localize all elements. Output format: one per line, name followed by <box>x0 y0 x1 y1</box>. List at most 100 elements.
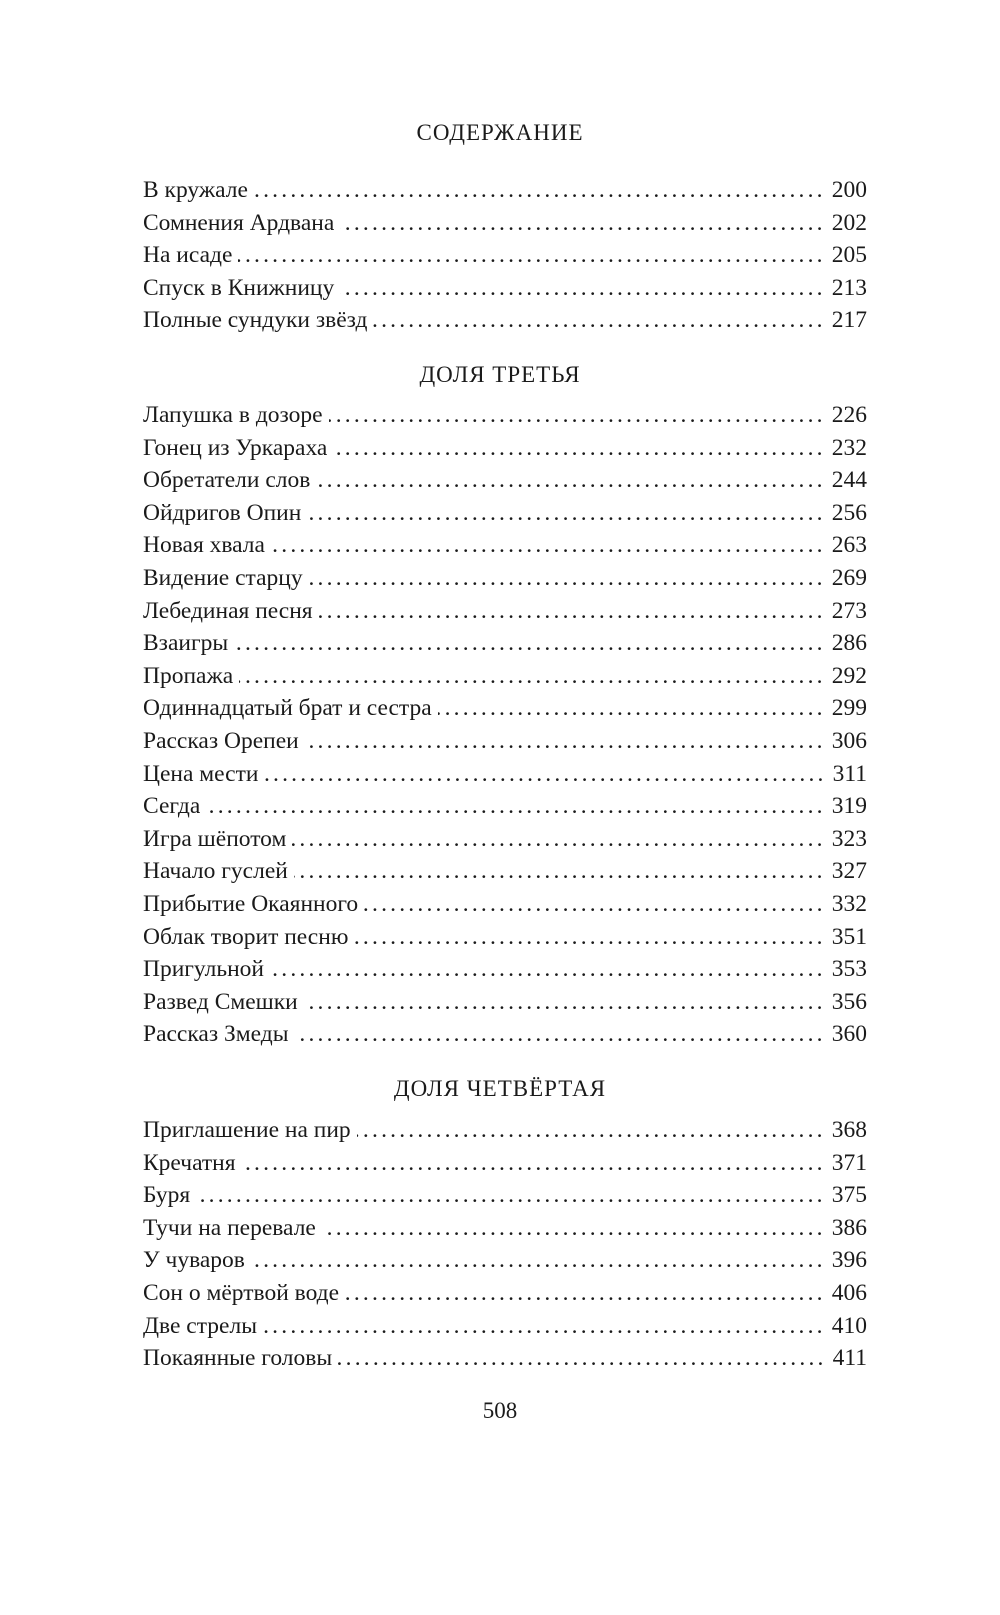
page-number: 508 <box>482 1398 518 1423</box>
entry-title: Две стрелы <box>143 1312 257 1339</box>
dot-leader: ........................................… <box>263 1312 826 1339</box>
dot-leader: ........................................… <box>254 177 826 203</box>
entry-title: Сон о мёртвой воде <box>143 1279 340 1306</box>
entry-title: Сомнения Ардвана <box>143 209 335 236</box>
entry-page: 273 <box>831 597 867 624</box>
toc-entry: Взаигры.................................… <box>143 627 867 660</box>
toc-entry: На исаде................................… <box>143 239 867 272</box>
toc-entry: Облак творит песню......................… <box>143 921 867 954</box>
toc-entry: Прибытие Окаянного......................… <box>143 888 867 921</box>
entry-page: 292 <box>831 662 867 689</box>
dot-leader: ........................................… <box>373 307 826 334</box>
toc-entry: Одиннадцатый брат и сестра..............… <box>143 692 867 725</box>
toc-entry: Тучи на перевале........................… <box>143 1212 867 1245</box>
toc-entry: Пригульной..............................… <box>143 953 867 986</box>
dot-leader: ........................................… <box>196 1182 826 1209</box>
toc-entry: Спуск в Книжницу........................… <box>143 272 867 305</box>
entry-page: 269 <box>831 564 867 591</box>
toc-entry: Лебединая песня.........................… <box>143 595 867 628</box>
section-heading: ДОЛЯ ТРЕТЬЯ <box>419 362 581 387</box>
toc-entry: Ойдригов Опин...........................… <box>143 497 867 530</box>
entry-title: Буря <box>143 1182 191 1209</box>
toc-entry: Цена мести..............................… <box>143 758 867 791</box>
entry-page: 360 <box>831 1021 867 1048</box>
entry-title: На исаде <box>143 242 233 269</box>
toc-entry: Сомнения Ардвана........................… <box>143 207 867 240</box>
entry-title: Видение старцу <box>143 564 303 591</box>
entry-page: 200 <box>831 177 867 203</box>
entry-title: Рассказ Змеды <box>143 1021 289 1048</box>
entry-title: Цена мести <box>143 760 259 787</box>
entry-page: 213 <box>831 274 867 301</box>
entry-title: Сегда <box>143 793 201 820</box>
toc-entry: Новая хвала.............................… <box>143 529 867 562</box>
dot-leader: ........................................… <box>308 564 826 591</box>
toc-entry: Развед Смешки...........................… <box>143 986 867 1019</box>
dot-leader: ........................................… <box>251 1247 826 1274</box>
dot-leader: ........................................… <box>295 1021 826 1048</box>
entry-page: 371 <box>831 1149 867 1176</box>
dot-leader: ........................................… <box>264 760 827 787</box>
entry-page: 319 <box>831 793 867 820</box>
dot-leader: ........................................… <box>304 988 826 1015</box>
toc-entry: Обретатели слов.........................… <box>143 464 867 497</box>
entry-title: Полные сундуки звёзд <box>143 307 368 334</box>
entry-title: Лебединая песня <box>143 597 313 624</box>
toc-entry: Кречатня................................… <box>143 1147 867 1180</box>
dot-leader: ........................................… <box>234 630 826 657</box>
entry-title: Начало гуслей <box>143 858 288 885</box>
entry-page: 406 <box>831 1279 867 1306</box>
entry-title: Ойдригов Опин <box>143 499 302 526</box>
toc-entry: Полные сундуки звёзд....................… <box>143 304 867 337</box>
entry-page: 353 <box>831 956 867 983</box>
dot-leader: ........................................… <box>242 1149 826 1176</box>
section-heading: ДОЛЯ ЧЕТВЁРТАЯ <box>393 1076 607 1101</box>
entry-title: Развед Смешки <box>143 988 298 1015</box>
entry-page: 311 <box>832 760 867 787</box>
entry-title: Приглашение на пир <box>143 1117 351 1143</box>
page-title: СОДЕРЖАНИЕ <box>416 120 584 145</box>
entry-title: Рассказ Орепеи <box>143 727 299 754</box>
entry-title: Пригульной <box>143 956 264 983</box>
dot-leader: ........................................… <box>305 727 826 754</box>
toc-entry: Приглашение на пир......................… <box>143 1114 867 1147</box>
toc-section-1: В кружале...............................… <box>143 174 867 337</box>
entry-page: 351 <box>831 923 867 950</box>
entry-title: Обретатели слов <box>143 467 311 494</box>
entry-page: 306 <box>831 727 867 754</box>
dot-leader: ........................................… <box>270 532 826 559</box>
entry-page: 299 <box>831 695 867 722</box>
toc-entry: Видение старцу..........................… <box>143 562 867 595</box>
entry-page: 256 <box>831 499 867 526</box>
entry-page: 205 <box>831 242 867 269</box>
dot-leader: ........................................… <box>340 274 826 301</box>
entry-page: 244 <box>831 467 867 494</box>
toc-entry: Покаянные головы........................… <box>143 1342 867 1375</box>
entry-page: 202 <box>831 209 867 236</box>
toc-entry: Игра шёпотом............................… <box>143 823 867 856</box>
toc-entry: Рассказ Змеды...........................… <box>143 1018 867 1051</box>
dot-leader: ........................................… <box>318 597 826 624</box>
entry-page: 375 <box>831 1182 867 1209</box>
dot-leader: ........................................… <box>316 467 826 494</box>
entry-page: 332 <box>831 890 867 917</box>
entry-page: 327 <box>831 858 867 885</box>
toc-entry: Пропажа.................................… <box>143 660 867 693</box>
toc-entry: Сон о мёртвой воде......................… <box>143 1277 867 1310</box>
entry-page: 356 <box>831 988 867 1015</box>
entry-title: Спуск в Книжницу <box>143 274 335 301</box>
entry-title: Тучи на перевале <box>143 1214 316 1241</box>
entry-title: Одиннадцатый брат и сестра <box>143 695 432 722</box>
dot-leader: ........................................… <box>292 825 826 852</box>
entry-page: 396 <box>831 1247 867 1274</box>
dot-leader: ........................................… <box>357 1117 826 1143</box>
toc-entry: Сегда...................................… <box>143 790 867 823</box>
entry-title: Игра шёпотом <box>143 825 287 852</box>
entry-page: 217 <box>831 307 867 334</box>
toc-entry: Рассказ Орепеи..........................… <box>143 725 867 758</box>
dot-leader: ........................................… <box>364 890 826 917</box>
dot-leader: ........................................… <box>338 1345 827 1372</box>
entry-title: Взаигры <box>143 630 229 657</box>
entry-title: Новая хвала <box>143 532 265 559</box>
dot-leader: ........................................… <box>294 858 826 885</box>
